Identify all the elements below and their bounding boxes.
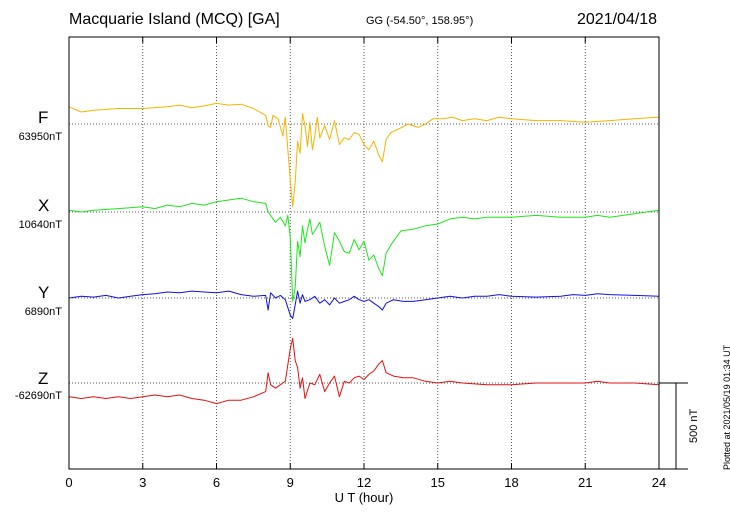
- series-line-y: [68, 290, 660, 320]
- series-label-x: X: [38, 196, 50, 215]
- x-tick-label-12: 12: [357, 475, 371, 490]
- x-tick-label-15: 15: [431, 475, 445, 490]
- x-tick-label-6: 6: [213, 475, 220, 490]
- x-tick-label-21: 21: [578, 475, 592, 490]
- x-tick-label-24: 24: [652, 475, 666, 490]
- baseline-lines: [69, 123, 659, 384]
- series-baseline-x: 10640nT: [18, 219, 62, 231]
- x-tick-label-3: 3: [139, 475, 146, 490]
- chart-date: 2021/04/18: [577, 11, 658, 28]
- plotted-timestamp: Plotted at 2021/05/19 01:34 UT: [722, 344, 730, 470]
- series-baseline-z: -62690nT: [14, 390, 62, 402]
- series-line-f: [68, 102, 660, 208]
- station-title: Macquarie Island (MCQ) [GA]: [69, 11, 280, 28]
- grid-lines: [142, 37, 586, 469]
- series-label-f: F: [38, 108, 49, 127]
- scale-bar: [659, 382, 688, 470]
- x-axis-ticks: 0 3 6 9 12 15 18 21 24: [65, 37, 666, 490]
- series-baseline-f: 63950nT: [18, 131, 62, 143]
- x-axis-label: U T (hour): [335, 490, 394, 505]
- x-tick-label-0: 0: [65, 475, 72, 490]
- series-baseline-y: 6890nT: [24, 306, 62, 318]
- x-tick-label-9: 9: [287, 475, 294, 490]
- series-label-y: Y: [38, 283, 50, 302]
- series-label-z: Z: [38, 369, 49, 388]
- series-line-z: [68, 337, 660, 405]
- scale-bar-label: 500 nT: [688, 408, 700, 443]
- station-coordinates: GG (-54.50°, 158.95°): [366, 15, 474, 27]
- series-lines: [68, 102, 660, 405]
- x-tick-label-18: 18: [504, 475, 518, 490]
- series-line-x: [68, 197, 660, 302]
